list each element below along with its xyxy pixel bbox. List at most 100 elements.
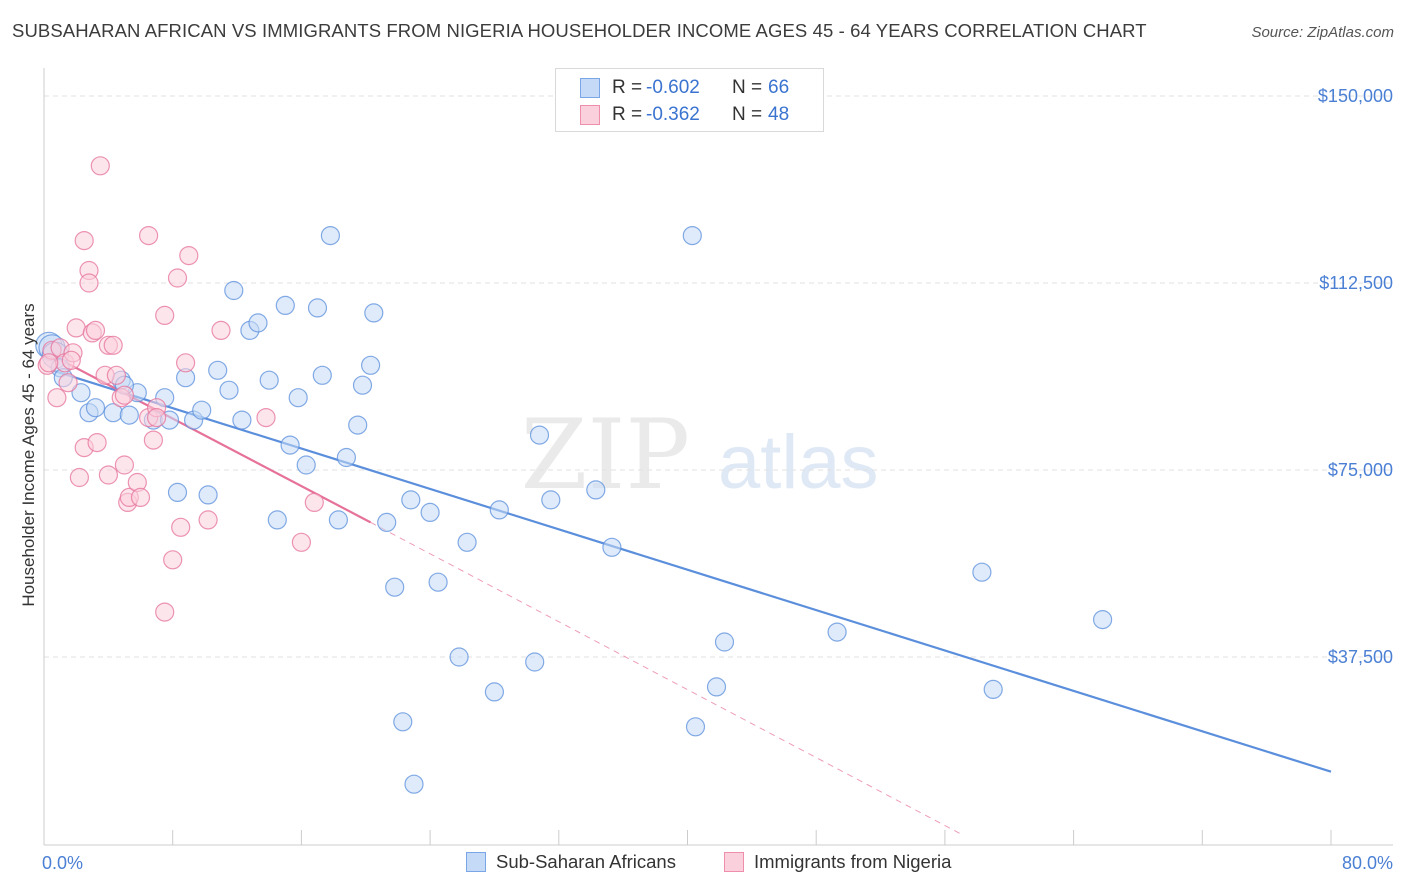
data-point-nigeria <box>143 430 163 450</box>
legend-n-label: N = <box>732 77 763 98</box>
y-tick-label: $37,500 <box>1328 647 1393 667</box>
data-point-sub-saharan <box>275 295 295 315</box>
legend-swatch-pink <box>724 852 744 872</box>
data-point-nigeria <box>39 353 59 373</box>
data-point-sub-saharan <box>267 510 287 530</box>
data-point-nigeria <box>87 433 107 453</box>
data-point-nigeria <box>66 318 86 338</box>
data-point-sub-saharan <box>489 500 509 520</box>
data-point-nigeria <box>163 550 183 570</box>
data-point-sub-saharan <box>296 455 316 475</box>
data-point-nigeria <box>114 385 135 405</box>
trend-extension-dashed <box>370 521 962 835</box>
y-tick-labels: $37,500 $75,000 $112,500 $150,000 <box>1318 86 1393 667</box>
data-point-nigeria <box>304 492 324 512</box>
data-point-sub-saharan <box>352 375 373 395</box>
legend-r-value: -0.602 <box>646 77 700 98</box>
data-point-sub-saharan <box>714 632 735 652</box>
legend-row-nigeria: R = -0.362 N = 48 <box>580 102 789 128</box>
data-point-sub-saharan <box>312 365 332 385</box>
data-point-sub-saharan <box>385 577 405 597</box>
x-tick-label-max: 80.0% <box>1342 853 1393 873</box>
data-point-nigeria <box>90 156 110 176</box>
data-point-nigeria <box>291 532 311 552</box>
data-point-nigeria <box>167 268 188 288</box>
data-point-sub-saharan <box>320 226 340 246</box>
y-tick-label: $112,500 <box>1319 273 1393 293</box>
watermark-atlas: atlas <box>718 420 879 505</box>
data-point-nigeria <box>176 353 196 373</box>
data-point-nigeria <box>155 602 175 622</box>
data-point-nigeria <box>155 305 175 325</box>
data-point-sub-saharan <box>420 502 440 523</box>
legend-swatch-pink <box>580 105 600 125</box>
series-sub-saharan-africans <box>35 226 1113 794</box>
watermark: ZIP atlas <box>521 399 879 511</box>
data-point-sub-saharan <box>525 652 545 672</box>
legend-label: Sub-Saharan Africans <box>496 851 676 872</box>
data-point-sub-saharan <box>484 682 504 702</box>
correlation-legend: R = -0.602 N = 66 R = -0.362 N = 48 <box>555 68 824 132</box>
data-point-sub-saharan <box>119 405 139 425</box>
x-tick-label-min: 0.0% <box>42 853 83 873</box>
data-point-sub-saharan <box>602 537 622 557</box>
data-point-sub-saharan <box>224 280 244 301</box>
data-point-sub-saharan <box>208 360 228 380</box>
data-point-sub-saharan <box>586 480 606 500</box>
data-point-sub-saharan <box>972 562 992 582</box>
data-point-sub-saharan <box>85 398 106 418</box>
data-point-sub-saharan <box>541 490 561 510</box>
data-point-sub-saharan <box>192 400 212 420</box>
data-point-nigeria <box>198 510 218 530</box>
y-tick-label: $150,000 <box>1318 86 1393 106</box>
data-point-sub-saharan <box>307 298 328 318</box>
data-point-sub-saharan <box>827 622 847 642</box>
axes <box>43 68 1393 846</box>
data-point-sub-saharan <box>348 415 368 435</box>
data-point-sub-saharan <box>401 490 421 510</box>
legend-label: Immigrants from Nigeria <box>754 851 952 872</box>
series-legend: Sub-Saharan Africans Immigrants from Nig… <box>0 851 1406 877</box>
legend-n-value: 66 <box>768 77 790 98</box>
trend-line-sub-saharan <box>51 369 1332 773</box>
data-point-nigeria <box>69 467 90 488</box>
data-point-sub-saharan <box>328 510 348 530</box>
legend-r-value: -0.362 <box>646 104 700 125</box>
data-point-sub-saharan <box>71 383 91 403</box>
data-point-nigeria <box>211 320 231 340</box>
data-point-sub-saharan <box>529 425 550 445</box>
data-point-sub-saharan <box>393 712 413 732</box>
data-point-sub-saharan <box>1092 609 1113 630</box>
data-point-sub-saharan <box>682 226 702 246</box>
y-axis-label: Householder Income Ages 45 - 64 years <box>19 303 38 606</box>
data-point-nigeria <box>85 320 106 340</box>
data-point-nigeria <box>47 388 67 408</box>
data-point-sub-saharan <box>983 679 1003 700</box>
legend-item-sub-saharan-africans[interactable]: Sub-Saharan Africans <box>466 851 676 873</box>
data-point-sub-saharan <box>361 355 381 375</box>
grid-lines <box>44 95 1393 658</box>
data-point-nigeria <box>103 335 123 355</box>
data-point-sub-saharan <box>167 482 188 502</box>
data-point-nigeria <box>171 517 191 537</box>
data-point-nigeria <box>256 408 276 428</box>
data-point-nigeria <box>130 487 151 507</box>
data-point-nigeria <box>61 350 81 370</box>
data-point-nigeria <box>98 465 119 485</box>
data-point-nigeria <box>147 408 167 428</box>
data-point-sub-saharan <box>706 677 727 697</box>
source-credit: Source: ZipAtlas.com <box>1251 24 1394 41</box>
legend-row-sub-saharan: R = -0.602 N = 66 <box>580 75 789 101</box>
legend-r-label: R = <box>612 77 643 98</box>
data-point-sub-saharan <box>280 435 300 455</box>
data-point-nigeria <box>139 226 159 246</box>
data-point-sub-saharan <box>198 485 218 505</box>
data-point-nigeria <box>106 365 127 385</box>
data-point-sub-saharan <box>232 410 252 430</box>
data-point-sub-saharan <box>685 717 706 737</box>
data-point-nigeria <box>79 273 99 293</box>
legend-n-value: 48 <box>768 104 790 125</box>
data-point-sub-saharan <box>449 647 469 667</box>
legend-item-immigrants-from-nigeria[interactable]: Immigrants from Nigeria <box>724 851 951 873</box>
